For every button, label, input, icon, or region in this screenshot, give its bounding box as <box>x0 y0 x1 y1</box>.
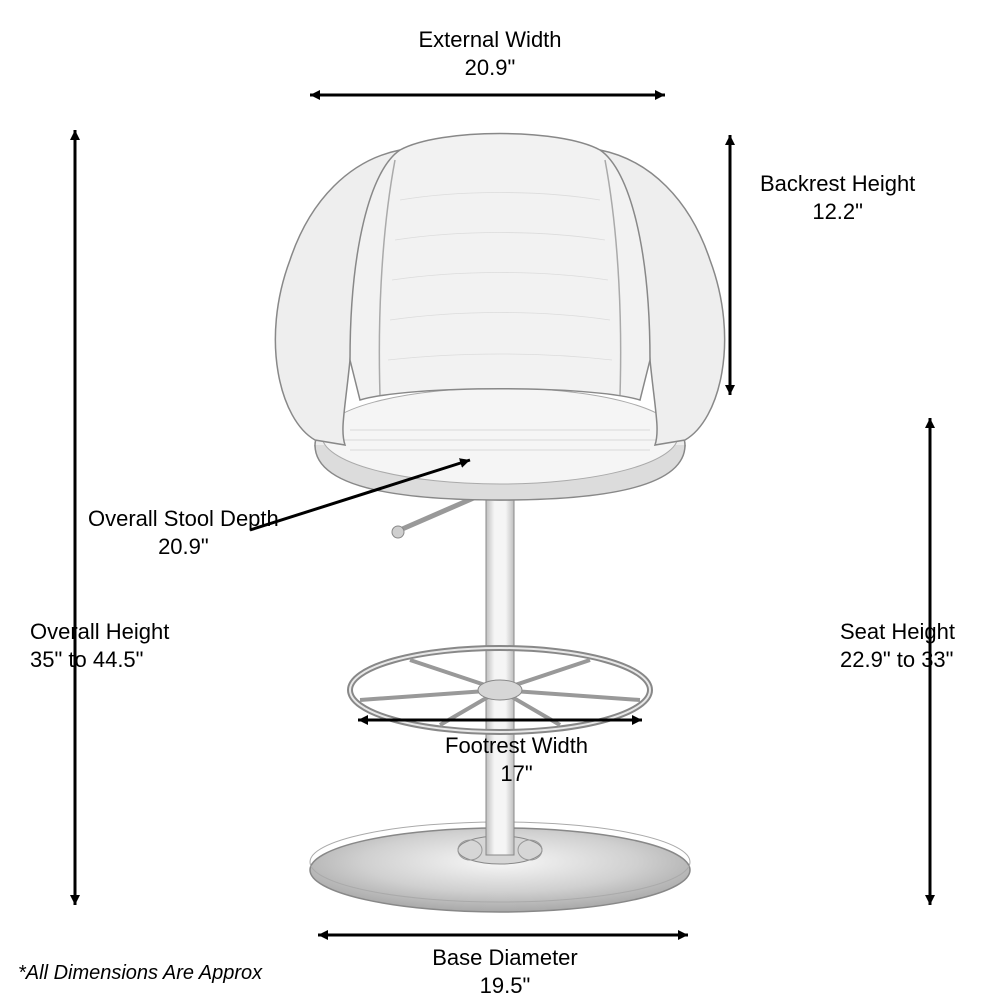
dimension-arrows <box>0 0 1000 1000</box>
footnote: *All Dimensions Are Approx <box>18 962 262 985</box>
label-base-diameter: Base Diameter 19.5" <box>400 944 610 999</box>
label-backrest-height: Backrest Height 12.2" <box>760 170 915 225</box>
label-overall-height: Overall Height 35" to 44.5" <box>30 618 169 673</box>
label-external-width: External Width 20.9" <box>365 26 615 81</box>
label-overall-stool-depth: Overall Stool Depth 20.9" <box>88 505 279 560</box>
label-footrest-width: Footrest Width 17" <box>445 732 588 787</box>
label-seat-height: Seat Height 22.9" to 33" <box>840 618 955 673</box>
